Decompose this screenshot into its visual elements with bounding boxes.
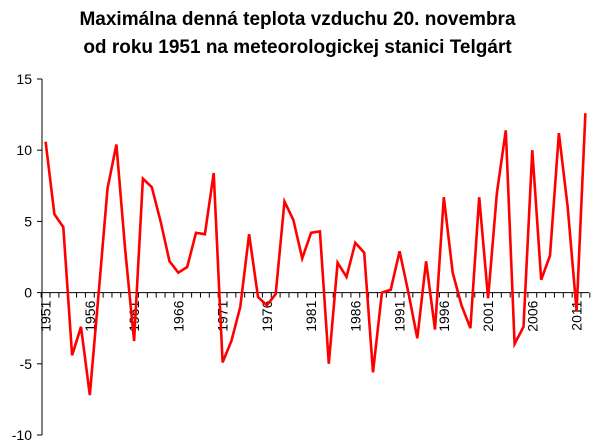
x-tick-label: 1991 [392, 300, 408, 331]
x-tick-label: 2006 [524, 300, 540, 331]
x-tick-label: 1971 [215, 300, 231, 331]
y-tick-label: 0 [24, 285, 32, 301]
x-tick-label: 1951 [38, 300, 54, 331]
chart-title-line-2: od roku 1951 na meteorologickej stanici … [83, 37, 512, 58]
x-axis-ticks: 1951 1956 1961 1966 1971 1976 1981 1986 1991 1996… [38, 292, 591, 332]
x-tick-label: 2001 [480, 300, 496, 331]
y-tick-label: -5 [20, 356, 33, 372]
y-tick-label: 5 [24, 213, 32, 229]
x-tick-label: 1986 [347, 300, 363, 331]
y-axis-ticks: -10 -5 0 5 10 15 [12, 71, 42, 443]
series [44, 113, 587, 396]
y-tick-label: 10 [16, 142, 32, 158]
x-tick-label: 1966 [170, 300, 186, 331]
series-line [44, 113, 587, 396]
x-tick-label: 1996 [436, 300, 452, 331]
x-tick-label: 1956 [82, 300, 98, 331]
y-tick-label: -10 [12, 427, 32, 443]
x-tick-label: 1976 [259, 300, 275, 331]
y-tick-label: 15 [16, 71, 32, 87]
x-tick-label: 2011 [569, 300, 585, 330]
chart-title: Maximálna denná teplota vzduchu 20. nove… [0, 6, 595, 62]
x-tick-label: 1981 [303, 300, 319, 331]
chart-title-line-1: Maximálna denná teplota vzduchu 20. nove… [79, 9, 516, 30]
